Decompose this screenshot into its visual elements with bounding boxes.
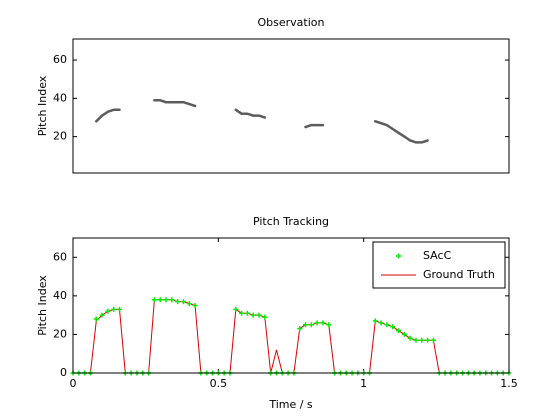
sacc-point — [320, 320, 326, 326]
sacc-point — [425, 337, 431, 343]
sacc-point — [262, 314, 268, 320]
sacc-point — [239, 310, 245, 316]
y-tick-label: 60 — [53, 53, 67, 66]
sacc-point — [384, 322, 390, 328]
x-tick-label: 0.5 — [210, 377, 228, 390]
sacc-point — [111, 306, 117, 312]
axes-frame — [72, 237, 510, 374]
sacc-point — [186, 301, 192, 307]
y-tick-label: 20 — [53, 130, 67, 143]
sacc-point — [169, 297, 175, 303]
sacc-point — [430, 337, 436, 343]
observation-trace — [95, 99, 429, 144]
legend-box — [372, 241, 506, 289]
legend-marker — [396, 253, 401, 259]
sacc-point — [308, 322, 314, 328]
sacc-point — [396, 328, 402, 334]
sacc-point — [105, 308, 111, 314]
sacc-point — [419, 337, 425, 343]
sacc-point — [192, 303, 198, 308]
chart-title: Pitch Tracking — [253, 215, 329, 228]
x-tick-label: 1 — [360, 377, 367, 390]
x-tick-label: 1.5 — [500, 377, 518, 390]
sacc-point — [390, 324, 396, 330]
sacc-point — [297, 326, 303, 332]
y-tick-label: 40 — [53, 289, 67, 302]
sacc-point — [413, 337, 419, 343]
sacc-point — [303, 322, 309, 328]
sacc-point — [314, 320, 320, 326]
sacc-point — [233, 306, 239, 312]
y-axis-label: Pitch Index — [36, 275, 49, 336]
legend-label: Ground Truth — [423, 268, 495, 281]
x-axis-label: Time / s — [268, 398, 313, 411]
sacc-point — [175, 299, 181, 305]
sacc-point — [326, 322, 332, 328]
y-tick-label: 20 — [53, 327, 67, 340]
sacc-point — [250, 312, 256, 318]
axes-frame — [72, 38, 510, 174]
plot-area — [73, 39, 509, 173]
sacc-point — [93, 316, 99, 322]
sacc-point — [151, 297, 157, 303]
sacc-point — [372, 318, 378, 324]
sacc-point — [244, 310, 250, 316]
x-tick-label: 0 — [70, 377, 77, 390]
legend-label: SAcC — [423, 249, 452, 262]
sacc-point — [117, 306, 123, 312]
sacc-point — [157, 297, 163, 303]
sacc-point — [401, 331, 407, 337]
chart-title: Observation — [258, 16, 325, 29]
sacc-point — [99, 312, 105, 318]
y-axis-label: Pitch Index — [36, 75, 49, 136]
sacc-point — [378, 320, 384, 326]
y-tick-label: 60 — [53, 250, 67, 263]
sacc-point — [407, 335, 413, 341]
sacc-point — [256, 312, 262, 318]
y-tick-label: 40 — [53, 91, 67, 104]
y-tick-label: 0 — [60, 366, 67, 379]
sacc-point — [180, 299, 186, 305]
sacc-point — [163, 297, 169, 303]
